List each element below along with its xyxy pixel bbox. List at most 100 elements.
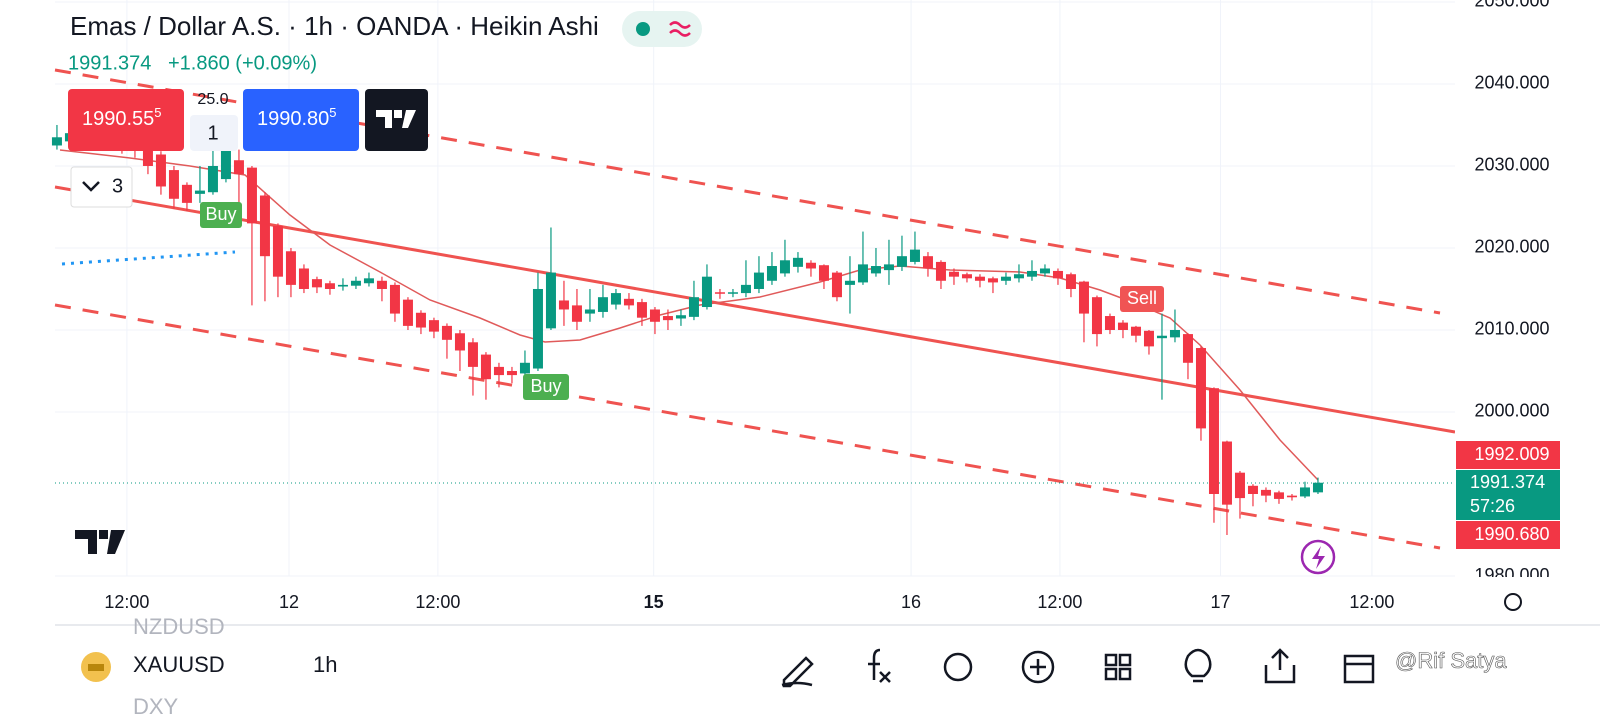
ideas-tool[interactable] [1184,648,1212,683]
candle-body [532,288,543,369]
candle-body [623,298,634,306]
x-tick-label: 16 [901,592,921,612]
buy-button[interactable] [243,89,359,151]
candle-body [714,292,725,294]
calendar-tool[interactable] [1343,654,1375,684]
tv-logo [376,110,416,128]
watermark: @Rif Satya [1395,648,1507,673]
buy-price: 1990.805 [257,105,337,130]
candle-body [1052,270,1063,279]
candle-body [948,271,959,277]
candle-body [181,184,192,203]
candle-body [1104,316,1115,330]
candle-body [376,280,387,289]
candle-body [636,302,647,318]
candle-body [831,272,842,298]
chart-title: Emas / Dollar A.S. · 1h · OANDA · Heikin… [70,11,599,41]
indicator-icon [669,21,691,37]
add-plus [1030,659,1046,675]
candle-body [1221,441,1232,505]
lightning-icon [1312,546,1325,569]
indicator-tool[interactable] [868,648,891,683]
sell-marker [1120,286,1164,312]
candle-body [1169,329,1180,338]
x-tick-label: 12:00 [415,592,460,612]
candle-body [974,276,985,281]
candle-body [1260,489,1271,496]
candle-body [1273,492,1284,499]
y-tick-label: 2030.000 [1474,155,1549,175]
status-pill[interactable] [622,11,702,47]
symbol[interactable]: XAUUSD [133,652,225,677]
y-tick-label: 2010.000 [1474,319,1549,339]
interval[interactable]: 1h [313,652,337,677]
candle-body [1078,281,1089,314]
candle-body [415,312,426,328]
candle-body [428,320,439,332]
candle-body [909,249,920,262]
alert-tool[interactable] [943,652,973,682]
x-tick-label: 12:00 [1349,592,1394,612]
channel-lower [54,303,1441,550]
regression-line [54,185,1456,434]
low-price: 1990.680 [1474,524,1549,544]
candle-body [792,257,803,267]
candle-body [1091,297,1102,335]
prev-symbol: NZDUSD [133,614,225,639]
x-tick-label: 17 [1210,592,1230,612]
candle-body [688,297,699,317]
candle-body [597,297,608,312]
candle-body [883,264,894,271]
candle-body [1130,326,1141,336]
bar-countdown: 57:26 [1470,496,1515,516]
buy-marker-label: Buy [530,376,561,396]
candle-body [675,315,686,319]
candle-body [1013,274,1024,279]
settings-icon[interactable] [1504,593,1522,611]
sell-button[interactable] [68,89,184,151]
candle-body [1065,274,1076,289]
share-tool[interactable] [1264,648,1296,684]
add-tool[interactable] [1021,650,1055,684]
candle-body [259,195,270,257]
quantity-box[interactable] [190,115,238,151]
candle-body [662,316,673,321]
lightning-button[interactable] [1300,539,1336,575]
candle-body [441,325,452,340]
candle-body [818,265,829,281]
candle-body [1195,348,1206,429]
candle-body [649,309,660,322]
tv-button[interactable] [365,89,428,151]
candle-body [779,260,790,274]
time-axis [0,577,1600,625]
candle-body [1000,276,1011,281]
candle-body [298,268,309,289]
sell-marker-label: Sell [1127,288,1157,308]
price-change: +1.860 (+0.09%) [168,52,317,74]
y-tick-label: 2040.000 [1474,73,1549,93]
draw-tool[interactable] [781,656,814,688]
candle-body [454,333,465,351]
candle-body [1026,270,1037,277]
candle-body [506,370,517,376]
current-price-tag [1456,470,1560,520]
candle-body [467,342,478,367]
candle-body [896,256,907,267]
candle-body [844,280,855,285]
high-price-tag [1456,441,1560,469]
candle-body [961,274,972,279]
alerts-toggle[interactable] [70,166,133,208]
candle-body [142,142,153,166]
candle-body [350,280,361,286]
dotted-line [61,250,236,266]
candle-body [324,283,335,289]
layout-tool[interactable] [1104,653,1132,681]
quantity: 1 [207,122,218,144]
candle-body [1299,487,1310,497]
sell-price: 1990.555 [82,105,162,130]
x-tick-label: 12:00 [104,592,149,612]
y-tick-label: 2000.000 [1474,401,1549,421]
candle-body [363,278,374,284]
candle-body [155,154,166,187]
